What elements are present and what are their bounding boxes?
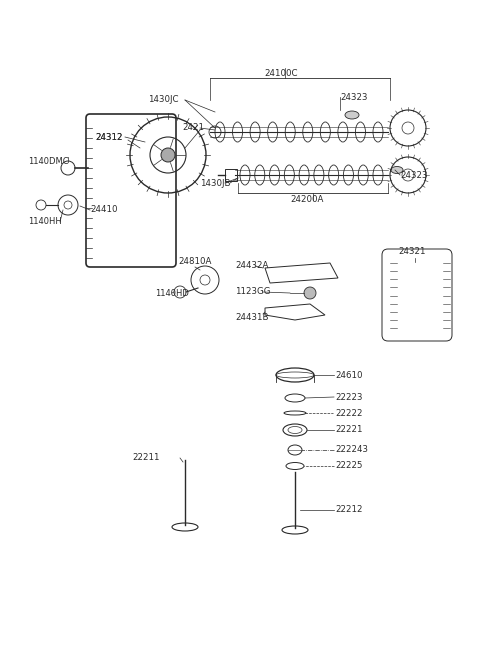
Text: 22222: 22222 (335, 409, 362, 417)
Bar (225, 169, 237, 181)
Text: 1430JB: 1430JB (200, 179, 230, 187)
Text: 22211: 22211 (132, 453, 159, 463)
Text: 24312: 24312 (95, 133, 122, 141)
Text: 22221: 22221 (335, 426, 362, 434)
Text: 24410: 24410 (90, 206, 118, 214)
Text: 24200A: 24200A (290, 194, 324, 204)
Text: 24432A: 24432A (235, 260, 268, 269)
Text: 1123GG: 1123GG (235, 288, 271, 296)
Text: 1140HD: 1140HD (155, 288, 189, 298)
Text: 24312: 24312 (95, 133, 122, 141)
Text: 1140HH: 1140HH (28, 217, 62, 227)
Text: 24100C: 24100C (264, 68, 298, 78)
Text: 24610: 24610 (335, 371, 362, 380)
Text: 2421: 2421 (182, 124, 204, 133)
Text: 24323: 24323 (400, 171, 428, 179)
Ellipse shape (345, 111, 359, 119)
Text: 22225: 22225 (335, 461, 362, 470)
Text: 24321: 24321 (398, 248, 425, 256)
Text: 222243: 222243 (335, 445, 368, 455)
Ellipse shape (391, 166, 403, 173)
Text: 22212: 22212 (335, 505, 362, 514)
Text: 24431B: 24431B (235, 313, 268, 323)
Text: 1430JC: 1430JC (148, 95, 179, 104)
Text: 1140DMC: 1140DMC (28, 158, 69, 166)
Text: 22223: 22223 (335, 392, 362, 401)
Circle shape (304, 287, 316, 299)
Text: 24323: 24323 (340, 93, 368, 101)
Circle shape (161, 148, 175, 162)
Text: 24810A: 24810A (178, 258, 211, 267)
